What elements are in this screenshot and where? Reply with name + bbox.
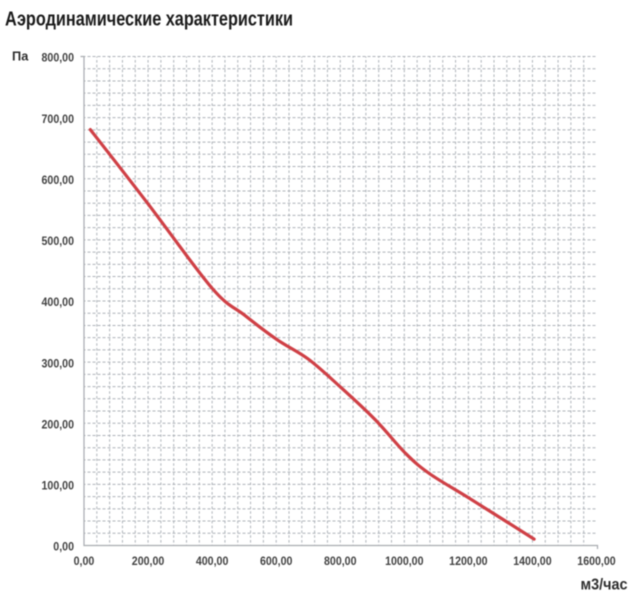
- svg-text:1600,00: 1600,00: [577, 554, 616, 568]
- svg-text:0,00: 0,00: [53, 540, 74, 554]
- svg-text:700,00: 700,00: [42, 112, 75, 126]
- svg-text:Аэродинамические характеристик: Аэродинамические характеристики: [5, 9, 293, 31]
- svg-text:200,00: 200,00: [42, 417, 75, 431]
- svg-text:1400,00: 1400,00: [513, 554, 552, 568]
- svg-text:400,00: 400,00: [196, 554, 229, 568]
- svg-text:800,00: 800,00: [42, 51, 75, 65]
- svg-text:Па: Па: [12, 48, 29, 63]
- svg-text:300,00: 300,00: [42, 356, 75, 370]
- svg-text:400,00: 400,00: [42, 295, 75, 309]
- svg-text:м3/час: м3/час: [581, 576, 628, 593]
- svg-text:500,00: 500,00: [42, 234, 75, 248]
- svg-text:0,00: 0,00: [74, 554, 95, 568]
- svg-text:1000,00: 1000,00: [385, 554, 424, 568]
- svg-text:800,00: 800,00: [324, 554, 357, 568]
- svg-text:600,00: 600,00: [260, 554, 293, 568]
- svg-text:1200,00: 1200,00: [449, 554, 488, 568]
- svg-text:200,00: 200,00: [132, 554, 165, 568]
- svg-text:600,00: 600,00: [42, 173, 75, 187]
- svg-text:100,00: 100,00: [42, 479, 75, 493]
